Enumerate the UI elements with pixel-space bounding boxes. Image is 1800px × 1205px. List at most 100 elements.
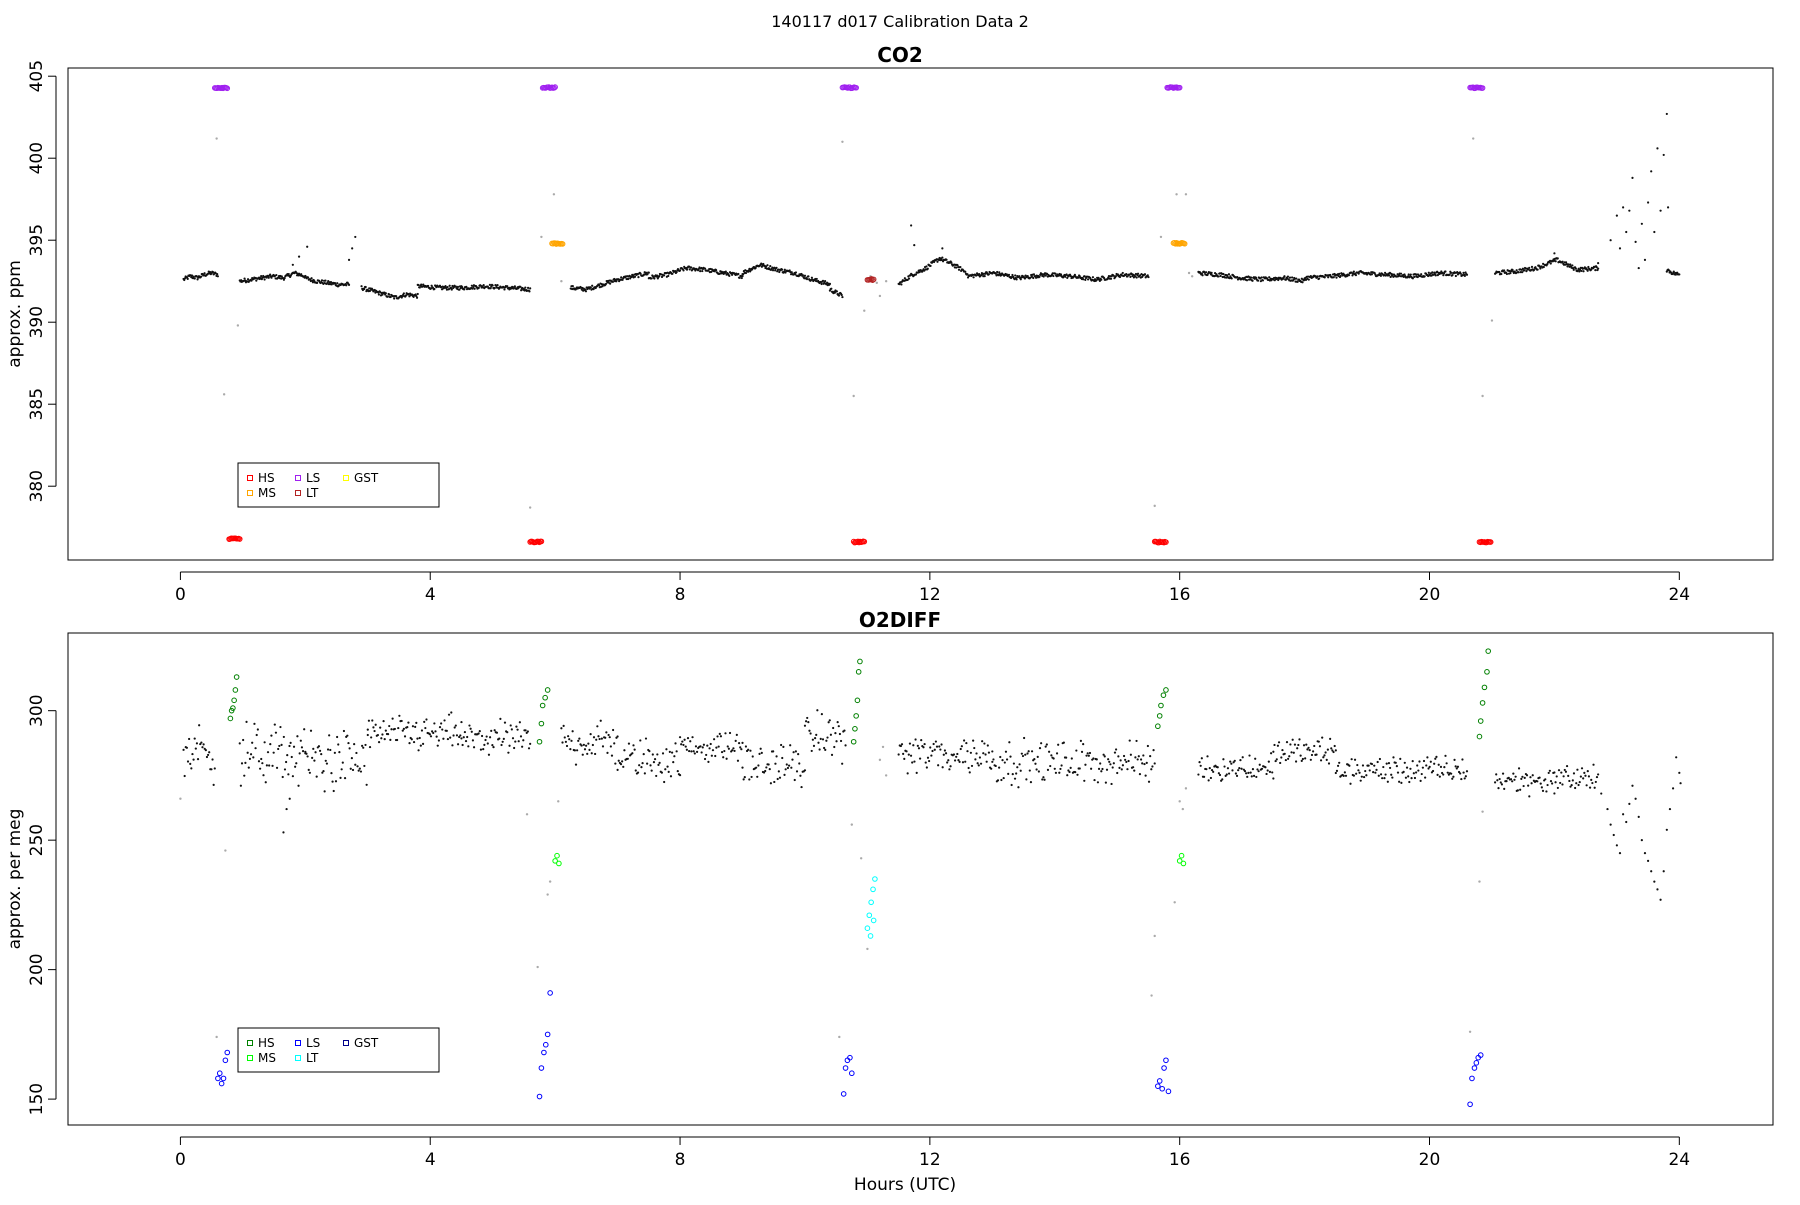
o2diff-data-point bbox=[274, 731, 278, 734]
o2diff-data-point bbox=[1464, 775, 1467, 778]
co2-transition-point bbox=[875, 281, 878, 285]
co2-data-point bbox=[307, 276, 310, 279]
o2diff-data-point bbox=[1416, 764, 1419, 767]
o2diff-data-point bbox=[1505, 779, 1508, 783]
o2diff-data-point bbox=[1002, 776, 1005, 780]
o2diff-data-point bbox=[296, 735, 299, 738]
o2diff-data-point bbox=[242, 738, 245, 742]
co2-data-point bbox=[807, 275, 810, 278]
o2diff-data-point bbox=[607, 733, 610, 737]
o2diff-ms-point bbox=[1178, 852, 1185, 859]
o2diff-data-point bbox=[631, 752, 634, 755]
o2diff-data-point bbox=[1514, 775, 1517, 778]
o2diff-data-point bbox=[643, 772, 646, 775]
co2-data-point bbox=[512, 287, 515, 290]
o2diff-data-point bbox=[1519, 788, 1522, 791]
co2-data-point bbox=[820, 282, 823, 286]
o2diff-data-point bbox=[1509, 778, 1513, 781]
o2diff-data-point bbox=[1093, 778, 1096, 782]
o2diff-data-point bbox=[1042, 776, 1045, 779]
o2diff-data-point bbox=[1146, 744, 1149, 748]
o2diff-data-point bbox=[716, 735, 719, 738]
o2diff-data-point bbox=[1402, 770, 1405, 773]
o2diff-data-point bbox=[1640, 839, 1643, 842]
co2-ms-point bbox=[1172, 240, 1179, 247]
o2diff-data-point bbox=[407, 721, 410, 724]
o2diff-data-point bbox=[1365, 774, 1368, 777]
o2diff-data-point bbox=[477, 732, 480, 735]
o2diff-data-point bbox=[517, 740, 520, 743]
o2diff-data-point bbox=[1095, 758, 1098, 761]
o2diff-data-point bbox=[1318, 745, 1322, 748]
o2diff-data-point bbox=[1208, 767, 1211, 770]
o2diff-data-point bbox=[1441, 771, 1444, 775]
o2diff-data-point bbox=[1283, 752, 1286, 755]
co2-data-point bbox=[1549, 262, 1552, 265]
o2diff-data-point bbox=[1085, 754, 1088, 757]
co2-data-point bbox=[1227, 273, 1231, 276]
o2diff-data-point bbox=[1124, 758, 1127, 761]
co2-data-point bbox=[1498, 270, 1501, 274]
o2diff-data-point bbox=[1575, 782, 1578, 785]
o2diff-data-point bbox=[1059, 767, 1062, 771]
co2-data-point bbox=[998, 271, 1001, 274]
co2-data-point bbox=[412, 295, 415, 299]
co2-data-point bbox=[1011, 273, 1014, 277]
co2-data-point bbox=[1431, 271, 1434, 274]
co2-data-point bbox=[830, 287, 833, 290]
o2diff-data-point bbox=[1348, 764, 1351, 767]
o2diff-data-point bbox=[368, 745, 372, 749]
o2diff-data-point bbox=[1017, 786, 1020, 789]
co2-transition-point bbox=[1184, 193, 1188, 196]
o2diff-data-point bbox=[1355, 772, 1358, 775]
o2diff-data-point bbox=[1008, 741, 1011, 744]
o2diff-data-point bbox=[423, 720, 426, 723]
o2diff-data-point bbox=[1226, 767, 1230, 770]
o2diff-legend-label: HS bbox=[258, 1036, 275, 1050]
o2diff-data-point bbox=[526, 730, 529, 733]
co2-data-point bbox=[1442, 274, 1445, 277]
o2diff-data-point bbox=[288, 797, 291, 800]
co2-data-point bbox=[771, 269, 775, 272]
o2diff-data-point bbox=[1375, 768, 1378, 771]
o2diff-data-point bbox=[826, 736, 829, 739]
o2diff-data-point bbox=[991, 760, 994, 763]
co2-x-tick-label: 0 bbox=[175, 585, 186, 605]
o2diff-data-point bbox=[646, 762, 649, 765]
o2diff-data-point bbox=[1521, 775, 1524, 778]
co2-data-point bbox=[363, 287, 366, 291]
o2diff-data-point bbox=[445, 729, 448, 732]
o2diff-data-point bbox=[1434, 757, 1437, 760]
co2-data-point bbox=[1044, 274, 1047, 277]
o2diff-data-point bbox=[1412, 772, 1415, 775]
o2diff-data-point bbox=[929, 746, 932, 749]
o2diff-data-point bbox=[1435, 755, 1438, 758]
o2diff-data-point bbox=[325, 762, 329, 765]
o2diff-data-point bbox=[1529, 776, 1532, 779]
o2diff-data-point bbox=[1419, 779, 1422, 782]
o2diff-data-point bbox=[1315, 753, 1318, 756]
co2-x-tick-label: 16 bbox=[1169, 585, 1191, 605]
o2diff-data-point bbox=[1110, 782, 1113, 786]
o2diff-data-point bbox=[1254, 757, 1257, 760]
o2diff-data-point bbox=[941, 766, 944, 769]
o2diff-data-point bbox=[1272, 750, 1275, 753]
o2diff-data-point bbox=[1424, 776, 1427, 779]
co2-data-point bbox=[964, 270, 967, 273]
o2diff-data-point bbox=[1422, 759, 1426, 763]
o2diff-data-point bbox=[709, 742, 712, 746]
o2diff-data-point bbox=[1062, 741, 1065, 744]
co2-x-tick-label: 8 bbox=[675, 585, 686, 605]
o2diff-y-tick-label: 200 bbox=[27, 953, 47, 985]
o2diff-data-point bbox=[1266, 769, 1269, 772]
co2-data-point bbox=[1587, 265, 1590, 269]
co2-transition-point bbox=[1153, 504, 1156, 508]
o2diff-data-point bbox=[1007, 772, 1010, 775]
o2diff-transition-point bbox=[548, 880, 552, 883]
co2-data-point bbox=[263, 278, 266, 281]
co2-data-point bbox=[1650, 170, 1653, 173]
o2diff-data-point bbox=[742, 778, 745, 781]
co2-data-point bbox=[1566, 265, 1569, 268]
o2diff-data-point bbox=[384, 729, 387, 732]
